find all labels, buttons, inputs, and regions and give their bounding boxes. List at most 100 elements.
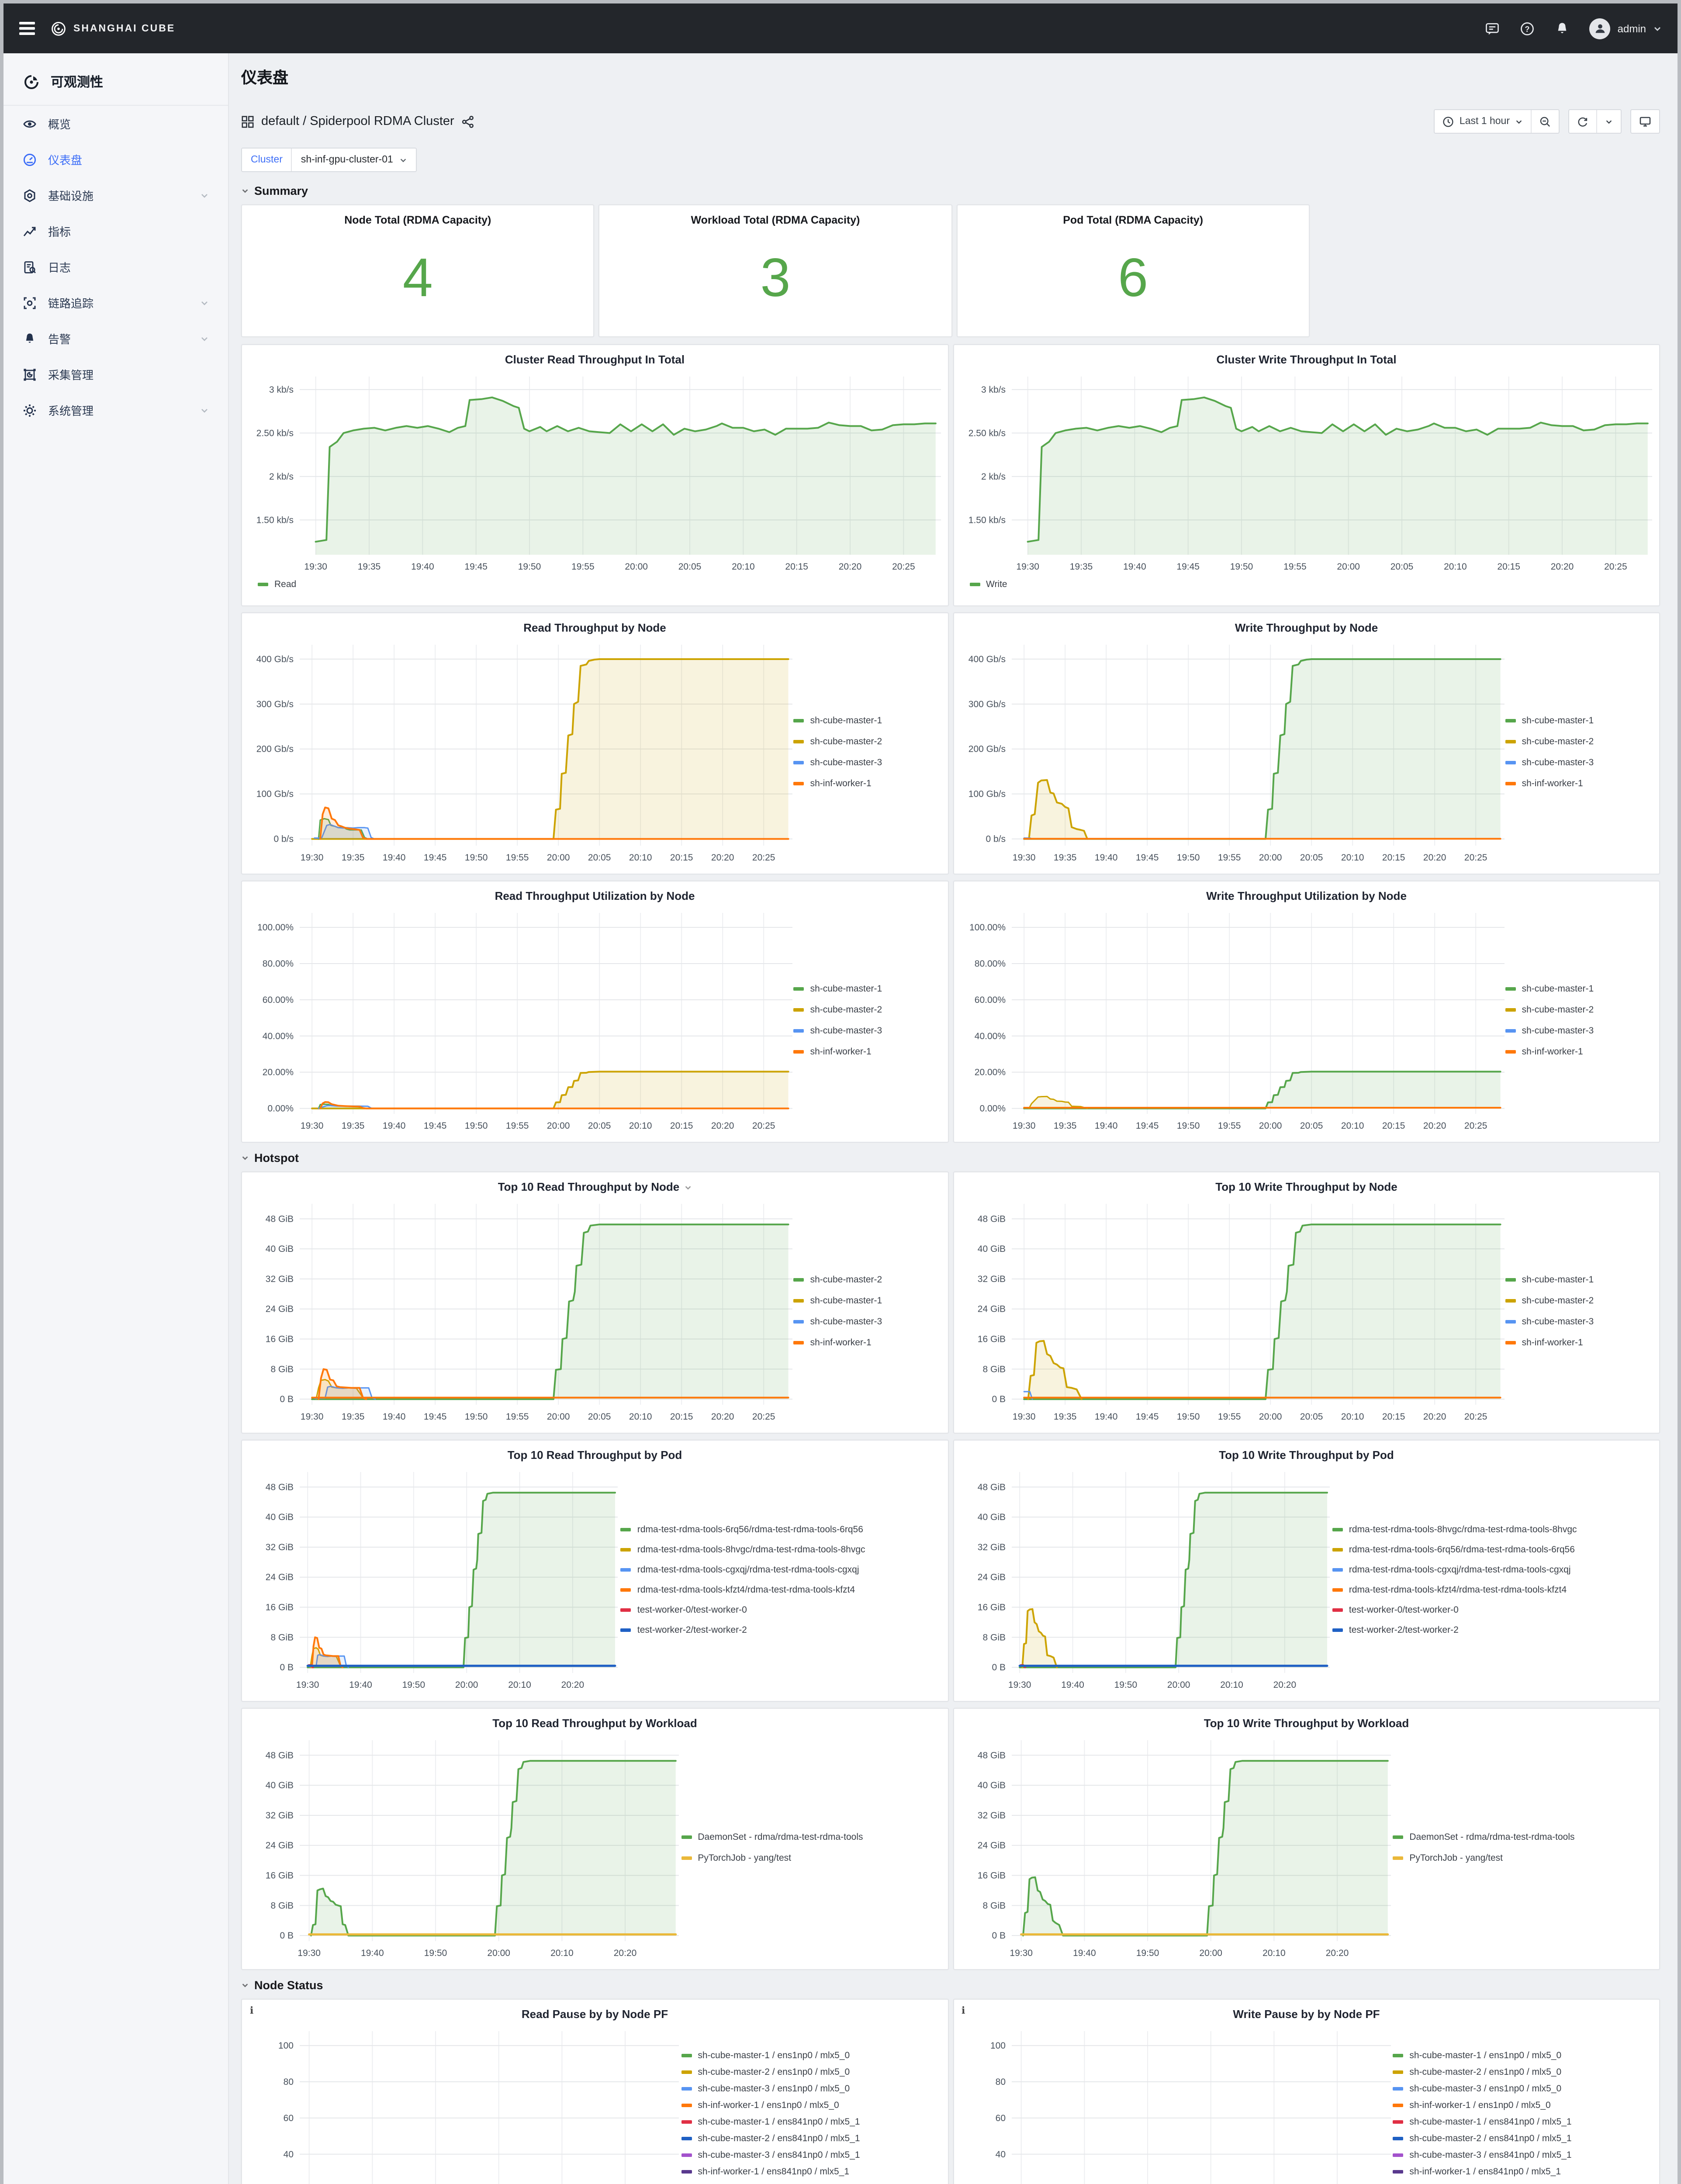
legend-item[interactable]: sh-cube-master-1 <box>793 1296 941 1306</box>
legend-item[interactable]: test-worker-2/test-worker-2 <box>620 1624 941 1635</box>
legend-item[interactable]: sh-cube-master-3 <box>793 1317 941 1327</box>
legend-item[interactable]: rdma-test-rdma-tools-8hvgc/rdma-test-rdm… <box>620 1544 941 1555</box>
legend-item[interactable]: sh-cube-master-3 <box>1505 757 1652 768</box>
legend-item[interactable]: sh-cube-master-1 / ens841np0 / mlx5_1 <box>1393 2117 1652 2127</box>
sidebar-item-logs[interactable]: 日志 <box>3 249 228 285</box>
legend-item[interactable]: sh-cube-master-2 <box>793 736 941 747</box>
legend-item[interactable]: sh-cube-master-2 <box>1505 736 1652 747</box>
chart-title[interactable]: Read Pause by by Node PF <box>521 2008 668 2021</box>
sidebar-item-infrastructure[interactable]: 基础设施 <box>3 177 228 213</box>
legend-item[interactable]: DaemonSet - rdma/rdma-test-rdma-tools <box>1393 1832 1652 1842</box>
bell-icon[interactable] <box>1555 21 1570 36</box>
user-menu[interactable]: admin <box>1589 18 1662 39</box>
legend-item[interactable]: DaemonSet - rdma/rdma-test-rdma-tools <box>681 1832 941 1842</box>
legend-item[interactable]: sh-cube-master-2 / ens841np0 / mlx5_1 <box>681 2133 941 2144</box>
legend-item[interactable]: sh-cube-master-1 <box>1505 1275 1652 1285</box>
legend-item[interactable]: sh-cube-master-3 <box>793 1026 941 1036</box>
legend-item[interactable]: sh-cube-master-3 / ens841np0 / mlx5_1 <box>681 2150 941 2160</box>
legend-item[interactable]: rdma-test-rdma-tools-kfzt4/rdma-test-rdm… <box>620 1584 941 1595</box>
legend-item[interactable]: sh-inf-worker-1 <box>793 1337 941 1348</box>
sidebar-item-alerts[interactable]: 告警 <box>3 321 228 356</box>
chart-title[interactable]: Top 10 Read Throughput by Node <box>249 1178 941 1197</box>
legend-item[interactable]: rdma-test-rdma-tools-6rq56/rdma-test-rdm… <box>620 1524 941 1534</box>
legend-item[interactable]: rdma-test-rdma-tools-8hvgc/rdma-test-rdm… <box>1332 1524 1652 1534</box>
legend-item[interactable]: sh-cube-master-2 <box>1505 1005 1652 1015</box>
legend-item[interactable]: Write <box>969 579 1007 590</box>
legend-item[interactable]: sh-inf-worker-1 <box>793 778 941 789</box>
legend-item[interactable]: sh-inf-worker-1 / ens841np0 / mlx5_1 <box>681 2167 941 2177</box>
legend-item[interactable]: sh-cube-master-1 / ens1np0 / mlx5_0 <box>1393 2050 1652 2061</box>
chart-title[interactable]: Read Throughput by Node <box>523 621 666 634</box>
legend-item[interactable]: sh-cube-master-1 <box>793 715 941 726</box>
chart-title[interactable]: Top 10 Write Throughput by Pod <box>1219 1448 1394 1462</box>
legend-item[interactable]: rdma-test-rdma-tools-cgxqj/rdma-test-rdm… <box>620 1564 941 1575</box>
legend-item[interactable]: sh-cube-master-3 / ens841np0 / mlx5_1 <box>1393 2150 1652 2160</box>
legend-item[interactable]: PyTorchJob - yang/test <box>681 1853 941 1863</box>
legend-item[interactable]: sh-inf-worker-1 <box>1505 1047 1652 1057</box>
sidebar-item-metrics[interactable]: 指标 <box>3 213 228 249</box>
legend-item[interactable]: sh-cube-master-3 <box>1505 1026 1652 1036</box>
legend-item[interactable]: sh-cube-master-1 / ens841np0 / mlx5_1 <box>681 2117 941 2127</box>
chart-title[interactable]: Top 10 Write Throughput by Workload <box>1204 1717 1409 1730</box>
help-icon[interactable]: ? <box>1520 21 1536 36</box>
sidebar-item-system[interactable]: 系统管理 <box>3 392 228 428</box>
legend-item[interactable]: sh-cube-master-3 <box>793 757 941 768</box>
refresh-interval-dropdown[interactable] <box>1596 110 1621 133</box>
info-icon[interactable]: i <box>962 2005 965 2016</box>
legend-item[interactable]: test-worker-0/test-worker-0 <box>620 1604 941 1615</box>
legend-item[interactable]: sh-cube-master-2 <box>793 1005 941 1015</box>
legend-item[interactable]: sh-inf-worker-1 / ens1np0 / mlx5_0 <box>681 2100 941 2111</box>
refresh-button[interactable] <box>1569 110 1596 133</box>
sidebar-header[interactable]: 可观测性 <box>3 66 228 106</box>
menu-icon[interactable] <box>19 22 35 35</box>
legend-item[interactable]: sh-cube-master-1 <box>1505 715 1652 726</box>
info-icon[interactable]: i <box>250 2005 254 2016</box>
sidebar-item-overview[interactable]: 概览 <box>3 106 228 142</box>
chart-title[interactable]: Cluster Write Throughput In Total <box>1216 353 1397 366</box>
share-icon[interactable] <box>461 115 474 128</box>
sidebar-item-tracing[interactable]: 链路追踪 <box>3 285 228 321</box>
legend-item[interactable]: sh-cube-master-3 / ens1np0 / mlx5_0 <box>681 2084 941 2094</box>
legend-item[interactable]: sh-cube-master-2 <box>1505 1296 1652 1306</box>
legend-item[interactable]: sh-cube-master-1 <box>1505 984 1652 994</box>
time-range-picker[interactable]: Last 1 hour <box>1435 110 1531 133</box>
legend-item[interactable]: rdma-test-rdma-tools-cgxqj/rdma-test-rdm… <box>1332 1564 1652 1575</box>
tv-mode-button[interactable] <box>1631 110 1659 133</box>
section-hotspot[interactable]: Hotspot <box>241 1151 1660 1165</box>
legend-item[interactable]: test-worker-0/test-worker-0 <box>1332 1604 1652 1615</box>
legend-item[interactable]: sh-inf-worker-1 <box>793 1047 941 1057</box>
legend-item[interactable]: sh-cube-master-1 <box>793 984 941 994</box>
legend-item[interactable]: sh-cube-master-3 <box>1505 1317 1652 1327</box>
zoom-out-button[interactable] <box>1531 110 1559 133</box>
message-icon[interactable] <box>1485 21 1501 36</box>
legend-item[interactable]: PyTorchJob - yang/test <box>1393 1853 1652 1863</box>
section-node-status[interactable]: Node Status <box>241 1979 1660 1992</box>
legend-item[interactable]: sh-cube-master-1 / ens842np0 / mlx5_2 <box>681 2183 941 2184</box>
chart-title[interactable]: Cluster Read Throughput In Total <box>505 353 685 366</box>
legend-item[interactable]: sh-cube-master-1 / ens1np0 / mlx5_0 <box>681 2050 941 2061</box>
chart-title[interactable]: Top 10 Read Throughput by Pod <box>507 1448 682 1462</box>
legend-item[interactable]: sh-cube-master-3 / ens1np0 / mlx5_0 <box>1393 2084 1652 2094</box>
legend-item[interactable]: test-worker-2/test-worker-2 <box>1332 1624 1652 1635</box>
chart-title[interactable]: Write Throughput Utilization by Node <box>1206 889 1407 902</box>
legend-item[interactable]: sh-cube-master-2 <box>793 1275 941 1285</box>
chart-title[interactable]: Top 10 Write Throughput by Node <box>1215 1180 1397 1193</box>
chart-title[interactable]: Top 10 Read Throughput by Workload <box>492 1717 697 1730</box>
legend-item[interactable]: sh-cube-master-2 / ens841np0 / mlx5_1 <box>1393 2133 1652 2144</box>
cluster-variable-dropdown[interactable]: sh-inf-gpu-cluster-01 <box>292 149 416 171</box>
legend-item[interactable]: sh-inf-worker-1 / ens1np0 / mlx5_0 <box>1393 2100 1652 2111</box>
legend-item[interactable]: sh-cube-master-2 / ens1np0 / mlx5_0 <box>1393 2067 1652 2077</box>
legend-item[interactable]: sh-inf-worker-1 / ens841np0 / mlx5_1 <box>1393 2167 1652 2177</box>
breadcrumb[interactable]: default / Spiderpool RDMA Cluster <box>241 114 474 128</box>
brand[interactable]: SHANGHAI CUBE <box>51 21 175 36</box>
legend-item[interactable]: sh-inf-worker-1 <box>1505 1337 1652 1348</box>
sidebar-item-dashboards[interactable]: 仪表盘 <box>3 142 228 177</box>
legend-item[interactable]: sh-cube-master-2 / ens1np0 / mlx5_0 <box>681 2067 941 2077</box>
section-summary[interactable]: Summary <box>241 184 1660 197</box>
legend-item[interactable]: sh-inf-worker-1 <box>1505 778 1652 789</box>
chart-title[interactable]: Write Throughput by Node <box>1235 621 1378 634</box>
chart-title[interactable]: Read Throughput Utilization by Node <box>495 889 695 902</box>
chart-title[interactable]: Write Pause by by Node PF <box>1233 2008 1380 2021</box>
sidebar-item-collection[interactable]: 采集管理 <box>3 356 228 392</box>
legend-item[interactable]: sh-cube-master-1 / ens842np0 / mlx5_2 <box>1393 2183 1652 2184</box>
